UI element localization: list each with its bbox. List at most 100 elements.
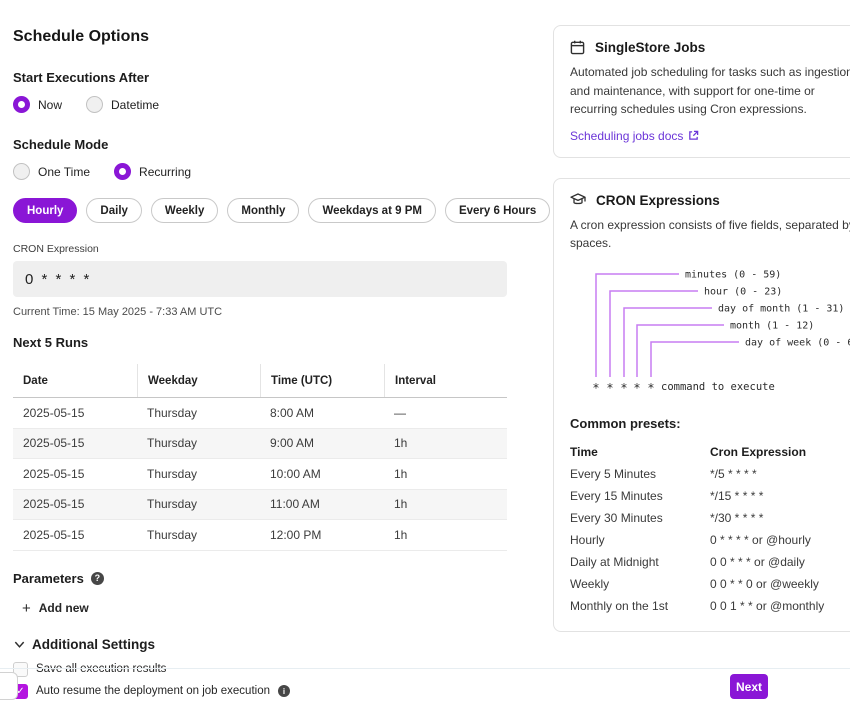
jobs-card-title: SingleStore Jobs (595, 40, 705, 55)
preset-time: Every 5 Minutes (570, 463, 710, 485)
cell-time: 11:00 AM (260, 490, 384, 520)
additional-settings-toggle[interactable]: Additional Settings (13, 637, 507, 652)
back-button[interactable] (0, 672, 18, 700)
cell-weekday: Thursday (137, 490, 260, 520)
checkbox-row-save-results[interactable]: Save all execution results (13, 662, 507, 677)
cell-date: 2025-05-15 (13, 429, 137, 459)
chip-monthly[interactable]: Monthly (227, 198, 299, 223)
singlestore-jobs-card: SingleStore Jobs Automated job schedulin… (553, 25, 850, 158)
checkbox-label: Auto resume the deployment on job execut… (36, 685, 270, 697)
preset-time: Monthly on the 1st (570, 595, 710, 617)
checkbox-row-auto-resume[interactable]: ✓ Auto resume the deployment on job exec… (13, 684, 507, 699)
chip-every-6-hours[interactable]: Every 6 Hours (445, 198, 550, 223)
chip-weekly[interactable]: Weekly (151, 198, 218, 223)
asterisk-glyph: * (620, 381, 627, 395)
chip-hourly[interactable]: Hourly (13, 198, 77, 223)
radio-selected-icon[interactable] (114, 163, 131, 180)
help-icon[interactable]: ? (91, 572, 104, 585)
next-button[interactable]: Next (730, 674, 768, 699)
preset-time: Daily at Midnight (570, 551, 710, 573)
radio-recurring[interactable]: Recurring (114, 163, 191, 180)
preset-expression: */30 * * * * (710, 507, 850, 529)
cell-interval: 1h (384, 490, 507, 520)
next-runs-title: Next 5 Runs (13, 335, 507, 350)
diagram-label-month: month (1 - 12) (730, 320, 814, 331)
diagram-label-hour: hour (0 - 23) (704, 286, 782, 297)
preset-time: Weekly (570, 573, 710, 595)
preset-expression: 0 0 1 * * or @monthly (710, 595, 850, 617)
schedule-mode-radio-group: One Time Recurring (13, 163, 507, 180)
radio-now[interactable]: Now (13, 96, 62, 113)
presets-col-expression: Cron Expression (710, 441, 850, 463)
scheduling-jobs-docs-link[interactable]: Scheduling jobs docs (570, 129, 850, 143)
asterisk-glyph: * (633, 381, 640, 395)
radio-unselected-icon[interactable] (86, 96, 103, 113)
next-runs-table: Date Weekday Time (UTC) Interval 2025-05… (13, 364, 507, 551)
cron-card-description: A cron expression consists of five field… (570, 216, 850, 253)
col-weekday: Weekday (137, 364, 260, 397)
col-interval: Interval (384, 364, 507, 397)
cell-date: 2025-05-15 (13, 490, 137, 520)
diagram-label-minutes: minutes (0 - 59) (685, 269, 781, 280)
cell-weekday: Thursday (137, 459, 260, 489)
asterisk-glyph: * (592, 381, 599, 395)
table-row: 2025-05-15 Thursday 10:00 AM 1h (13, 459, 507, 490)
preset-time: Every 15 Minutes (570, 485, 710, 507)
cell-time: 12:00 PM (260, 520, 384, 550)
link-label: Scheduling jobs docs (570, 129, 683, 143)
table-row: 2025-05-15 Thursday 12:00 PM 1h (13, 520, 507, 551)
start-after-radio-group: Now Datetime (13, 96, 507, 113)
preset-expression: 0 0 * * 0 or @weekly (710, 573, 850, 595)
preset-time: Every 30 Minutes (570, 507, 710, 529)
diagram-label-day-of-week: day of week (0 - 6) (745, 337, 850, 348)
cron-diagram: minutes (0 - 59) hour (0 - 23) day of mo… (570, 263, 850, 397)
cell-date: 2025-05-15 (13, 520, 137, 550)
col-time-utc: Time (UTC) (260, 364, 384, 397)
radio-datetime[interactable]: Datetime (86, 96, 159, 113)
table-row: 2025-05-15 Thursday 9:00 AM 1h (13, 429, 507, 460)
cell-date: 2025-05-15 (13, 398, 137, 428)
cell-weekday: Thursday (137, 429, 260, 459)
preset-chip-row: Hourly Daily Weekly Monthly Weekdays at … (13, 198, 507, 223)
col-date: Date (13, 364, 137, 397)
cron-expressions-card: CRON Expressions A cron expression consi… (553, 178, 850, 632)
cell-interval: 1h (384, 429, 507, 459)
radio-selected-icon[interactable] (13, 96, 30, 113)
table-row: 2025-05-15 Thursday 11:00 AM 1h (13, 490, 507, 521)
asterisk-glyph: * (606, 381, 613, 395)
diagram-command-text: command to execute (661, 381, 775, 393)
additional-settings-label: Additional Settings (32, 637, 155, 652)
footer-divider (0, 668, 850, 669)
jobs-card-description: Automated job scheduling for tasks such … (570, 63, 850, 119)
cron-expression-input[interactable] (13, 261, 507, 297)
radio-datetime-label: Datetime (111, 98, 159, 112)
parameters-section: Parameters ? (13, 571, 507, 586)
diagram-label-day-of-month: day of month (1 - 31) (718, 303, 844, 314)
asterisk-glyph: * (647, 381, 654, 395)
cell-date: 2025-05-15 (13, 459, 137, 489)
schedule-form: Schedule Options Start Executions After … (13, 0, 507, 699)
radio-unselected-icon[interactable] (13, 163, 30, 180)
preset-time: Hourly (570, 529, 710, 551)
page-title: Schedule Options (13, 28, 507, 46)
start-executions-after-label: Start Executions After (13, 70, 507, 85)
preset-expression: 0 * * * * or @hourly (710, 529, 850, 551)
cell-weekday: Thursday (137, 520, 260, 550)
schedule-options-page: Schedule Options Start Executions After … (0, 0, 850, 701)
cron-expression-label: CRON Expression (13, 243, 507, 255)
cell-weekday: Thursday (137, 398, 260, 428)
chip-weekdays-9pm[interactable]: Weekdays at 9 PM (308, 198, 436, 223)
info-icon[interactable]: i (278, 685, 290, 697)
presets-col-time: Time (570, 441, 710, 463)
radio-one-time[interactable]: One Time (13, 163, 90, 180)
preset-expression: 0 0 * * * or @daily (710, 551, 850, 573)
parameters-label: Parameters (13, 571, 84, 586)
chip-daily[interactable]: Daily (86, 198, 142, 223)
presets-table: Time Cron Expression Every 5 Minutes */5… (570, 441, 850, 617)
chevron-down-icon (13, 638, 26, 651)
add-new-button[interactable]: + Add new (22, 601, 507, 616)
preset-expression: */15 * * * * (710, 485, 850, 507)
checkbox-label: Save all execution results (36, 663, 166, 675)
calendar-icon (570, 40, 585, 55)
radio-one-time-label: One Time (38, 165, 90, 179)
